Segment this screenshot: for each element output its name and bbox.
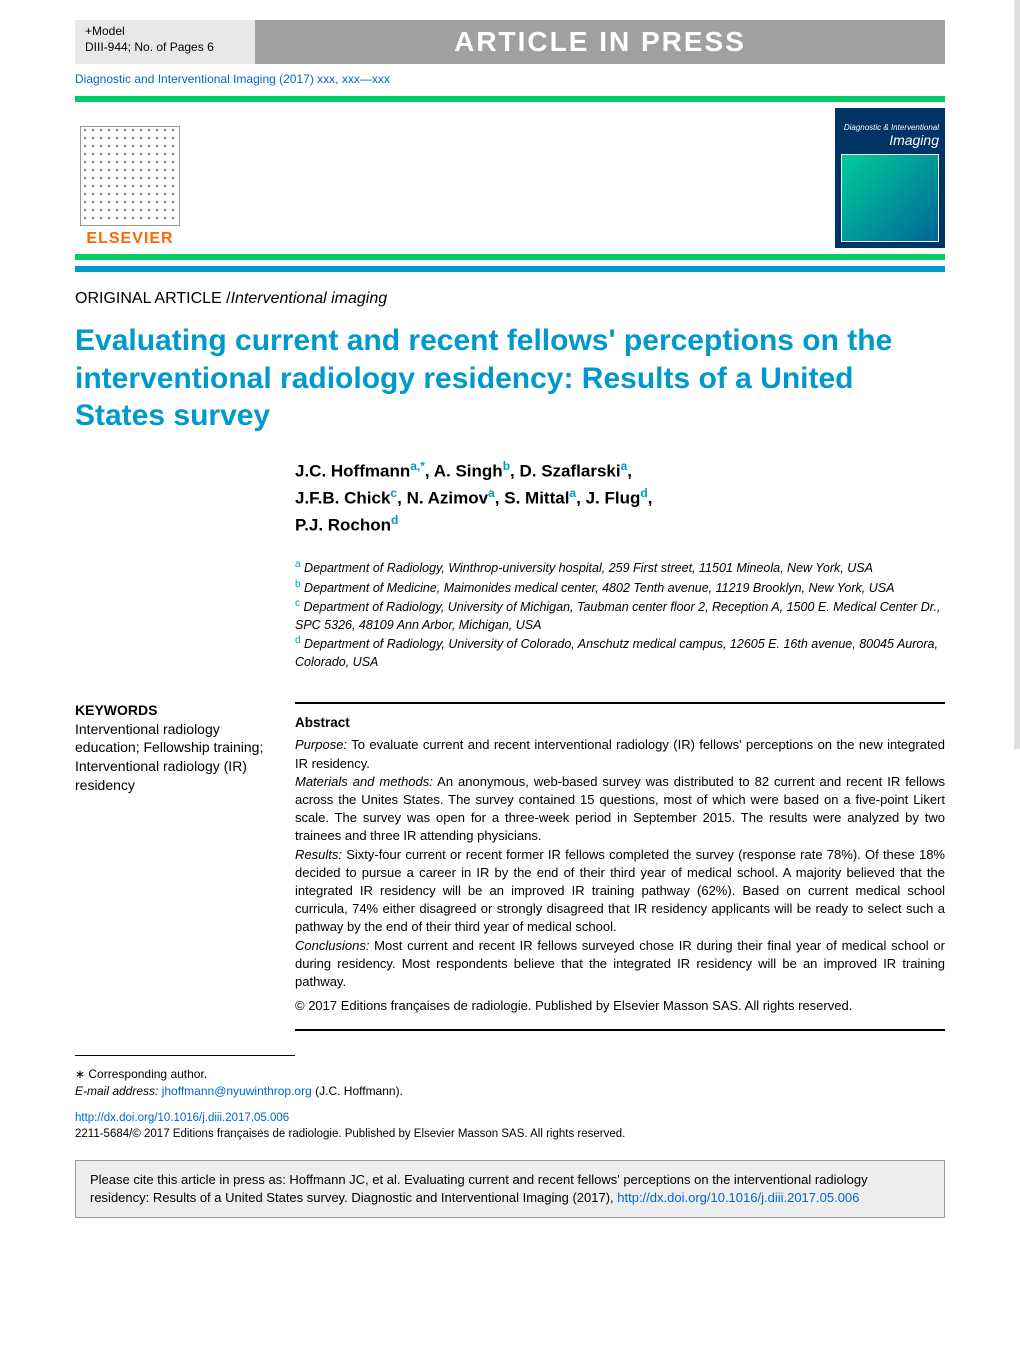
abstract-rule-bottom <box>295 1029 945 1031</box>
corresponding-author: ∗ Corresponding author. E-mail address: … <box>75 1066 945 1100</box>
cite-doi-link[interactable]: http://dx.doi.org/10.1016/j.diii.2017.05… <box>617 1190 859 1205</box>
model-line2: DIII-944; No. of Pages 6 <box>85 40 245 56</box>
author-3-aff: a <box>621 459 628 473</box>
author-7: J. Flug <box>586 488 641 507</box>
issn-copyright: 2211-5684/© 2017 Editions françaises de … <box>75 1128 625 1140</box>
journal-cover-thumbnail[interactable]: Diagnostic & Interventional Imaging <box>835 108 945 248</box>
abstract-rule-top <box>295 702 945 704</box>
author-2-aff: b <box>503 459 510 473</box>
author-8: P.J. Rochon <box>295 515 391 534</box>
blue-rule <box>75 266 945 272</box>
abstract-purpose: Purpose: To evaluate current and recent … <box>295 736 945 772</box>
abstract-heading: Abstract <box>295 714 945 733</box>
abstract-methods: Materials and methods: An anonymous, web… <box>295 773 945 846</box>
affiliations-block: a Department of Radiology, Winthrop-univ… <box>295 558 945 672</box>
author-8-aff: d <box>391 513 398 527</box>
article-title: Evaluating current and recent fellows' p… <box>75 322 945 435</box>
header-bar: +Model DIII-944; No. of Pages 6 ARTICLE … <box>75 20 945 64</box>
email-name: (J.C. Hoffmann). <box>315 1084 403 1098</box>
elsevier-logo[interactable]: ELSEVIER <box>75 118 185 248</box>
affiliation-b: b Department of Medicine, Maimonides med… <box>295 578 945 598</box>
affiliation-c: c Department of Radiology, University of… <box>295 597 945 634</box>
elsevier-tree-icon <box>80 126 180 226</box>
keywords-column: KEYWORDS Interventional radiology educat… <box>75 702 265 1032</box>
keywords-abstract-row: KEYWORDS Interventional radiology educat… <box>75 702 945 1032</box>
author-5: N. Azimov <box>407 488 489 507</box>
email-link[interactable]: jhoffmann@nyuwinthrop.org <box>162 1084 312 1098</box>
journal-reference[interactable]: Diagnostic and Interventional Imaging (2… <box>75 72 945 86</box>
keywords-heading: KEYWORDS <box>75 702 265 718</box>
email-label: E-mail address: <box>75 1084 158 1098</box>
doi-link[interactable]: http://dx.doi.org/10.1016/j.diii.2017.05… <box>75 1112 289 1124</box>
cover-title: Diagnostic & Interventional Imaging <box>841 124 939 148</box>
authors-block: J.C. Hoffmanna,*, A. Singhb, D. Szaflars… <box>295 457 945 538</box>
author-2: A. Singh <box>434 461 503 480</box>
author-6: S. Mittal <box>504 488 569 507</box>
author-1: J.C. Hoffmann <box>295 461 410 480</box>
author-4-aff: c <box>390 486 397 500</box>
green-rule-bottom <box>75 254 945 260</box>
model-line1: +Model <box>85 24 245 40</box>
page-container: +Model DIII-944; No. of Pages 6 ARTICLE … <box>0 0 1020 1248</box>
article-type-prefix: ORIGINAL ARTICLE / <box>75 290 231 307</box>
affiliation-d: d Department of Radiology, University of… <box>295 634 945 671</box>
abstract-results: Results: Sixty-four current or recent fo… <box>295 846 945 937</box>
model-box: +Model DIII-944; No. of Pages 6 <box>75 20 255 64</box>
cover-image-icon <box>841 154 939 242</box>
author-7-aff: d <box>640 486 647 500</box>
affiliation-a: a Department of Radiology, Winthrop-univ… <box>295 558 945 578</box>
author-6-aff: a <box>569 486 576 500</box>
elsevier-text: ELSEVIER <box>86 230 173 248</box>
corresponding-rule <box>75 1055 295 1056</box>
author-1-aff: a, <box>410 459 420 473</box>
footer-doi-block: http://dx.doi.org/10.1016/j.diii.2017.05… <box>75 1110 945 1142</box>
author-4: J.F.B. Chick <box>295 488 390 507</box>
logo-strip: ELSEVIER Diagnostic & Interventional Ima… <box>75 102 945 254</box>
abstract-column: Abstract Purpose: To evaluate current an… <box>295 702 945 1032</box>
article-type-section: Interventional imaging <box>231 290 388 307</box>
abstract-copyright: © 2017 Editions françaises de radiologie… <box>295 997 945 1015</box>
cover-main-text: Imaging <box>889 132 939 148</box>
corresponding-email-line: E-mail address: jhoffmann@nyuwinthrop.or… <box>75 1083 945 1100</box>
article-type: ORIGINAL ARTICLE /Interventional imaging <box>75 290 945 308</box>
author-3: D. Szaflarski <box>520 461 621 480</box>
citation-box: Please cite this article in press as: Ho… <box>75 1160 945 1218</box>
abstract-conclusions: Conclusions: Most current and recent IR … <box>295 937 945 992</box>
corresponding-mark: ∗ Corresponding author. <box>75 1066 945 1083</box>
keywords-body: Interventional radiology education; Fell… <box>75 720 265 796</box>
author-1-mark: * <box>420 459 425 473</box>
press-banner: ARTICLE IN PRESS <box>255 20 945 64</box>
author-5-aff: a <box>488 486 495 500</box>
